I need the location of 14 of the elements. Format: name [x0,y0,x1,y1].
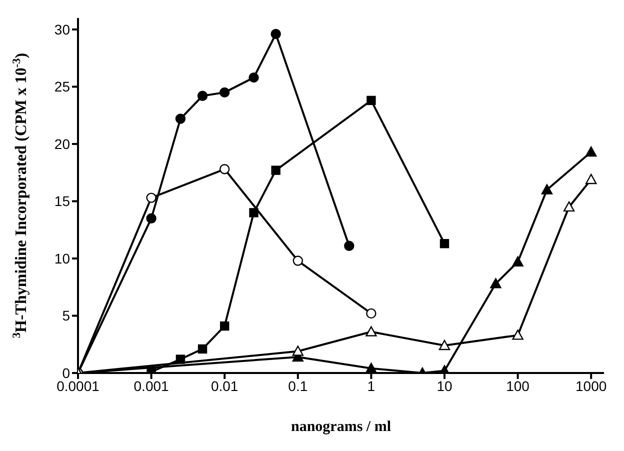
x-tick-label: 0.001 [134,378,170,394]
y-tick-label: 10 [54,250,70,266]
x-tick-label: 0.01 [210,378,238,394]
y-tick-label: 15 [54,193,70,210]
y-tick-label: 5 [62,308,70,324]
x-tick-label: 0.1 [288,378,308,394]
x-axis-title: nanograms / ml [290,419,392,435]
y-tick-label: 30 [54,21,70,38]
y-tick-label: 25 [54,78,70,95]
x-tick-label: 100 [506,378,530,394]
x-tick-label: 1 [367,378,376,394]
x-tick-label: 1000 [576,378,607,394]
y-tick-label: 20 [54,136,70,152]
x-tick-label: 10 [436,378,452,394]
